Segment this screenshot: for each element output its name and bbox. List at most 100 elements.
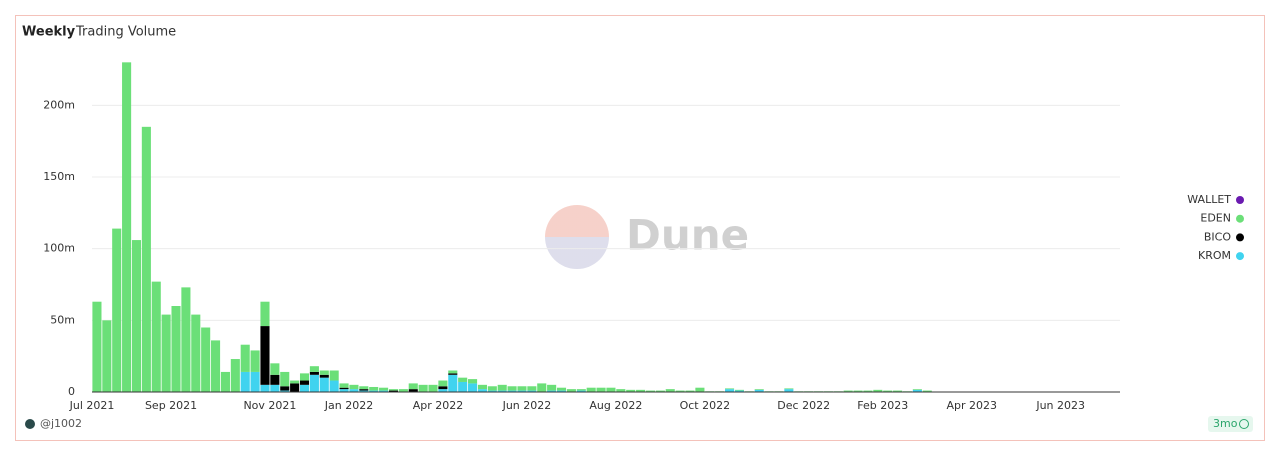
bar-segment xyxy=(330,381,339,392)
legend-label: KROM xyxy=(1198,249,1231,262)
bar-segment xyxy=(290,381,299,384)
bar-segment xyxy=(221,372,230,392)
bar-segment xyxy=(340,383,349,387)
bar-segment xyxy=(508,386,517,390)
bar-segment xyxy=(527,386,536,390)
x-tick-label: Feb 2023 xyxy=(857,399,908,412)
x-tick-label: Jul 2021 xyxy=(69,399,115,412)
bar-segment xyxy=(211,340,220,392)
bar-segment xyxy=(122,62,131,392)
bar-segment xyxy=(112,229,121,392)
bar-segment xyxy=(448,371,457,374)
author: @j1002 xyxy=(40,417,82,430)
bar-segment xyxy=(330,371,339,381)
legend-marker xyxy=(1236,215,1244,223)
x-tick-label: Apr 2023 xyxy=(946,399,997,412)
y-tick-label: 50m xyxy=(50,313,75,326)
bar-segment xyxy=(695,388,704,392)
bar-segment xyxy=(498,385,507,391)
bar-segment xyxy=(606,388,615,392)
x-tick-label: Sep 2021 xyxy=(145,399,197,412)
bar-segment xyxy=(537,383,546,392)
legend-label: WALLET xyxy=(1187,193,1231,206)
bar-segment xyxy=(251,350,260,372)
bar-segment xyxy=(300,373,309,380)
legend-marker xyxy=(1236,252,1244,260)
bar-segment xyxy=(92,302,101,392)
bar-segment xyxy=(310,375,319,392)
watermark-logo xyxy=(545,205,609,269)
bar-segment xyxy=(735,390,744,391)
bar-segment xyxy=(438,381,447,387)
avatar xyxy=(25,419,35,429)
x-tick-label: Oct 2022 xyxy=(680,399,731,412)
bar-segment xyxy=(458,382,467,392)
bar-segment xyxy=(231,359,240,392)
bar-segment xyxy=(260,326,269,385)
bar-segment xyxy=(181,287,190,392)
bar-segment xyxy=(468,379,477,383)
age: 3mo xyxy=(1213,417,1238,430)
bar-segment xyxy=(458,378,467,382)
x-tick-label: Jun 2023 xyxy=(1035,399,1085,412)
bar-segment xyxy=(557,388,566,391)
bar-segment xyxy=(389,389,398,390)
y-tick-label: 100m xyxy=(43,242,75,255)
x-tick-label: Jun 2022 xyxy=(502,399,552,412)
bar-segment xyxy=(340,388,349,389)
bar-segment xyxy=(201,328,210,393)
x-tick-label: Jan 2022 xyxy=(324,399,373,412)
x-tick-label: Aug 2022 xyxy=(589,399,642,412)
bar-segment xyxy=(132,240,141,392)
watermark: Dune xyxy=(626,211,749,260)
bar-segment xyxy=(517,386,526,390)
bar-segment xyxy=(597,388,606,392)
bar-segment xyxy=(419,385,428,392)
bar-segment xyxy=(260,385,269,392)
x-tick-label: Nov 2021 xyxy=(243,399,296,412)
bar-segment xyxy=(310,372,319,375)
bar-segment xyxy=(310,366,319,372)
bar-segment xyxy=(251,372,260,392)
bar-segment xyxy=(260,302,269,326)
bar-segment xyxy=(290,383,299,392)
bar-segment xyxy=(241,372,250,392)
legend-marker xyxy=(1236,233,1244,241)
bar-segment xyxy=(320,371,329,375)
bar-segment xyxy=(142,127,151,392)
bar-segment xyxy=(359,386,368,389)
bar-segment xyxy=(270,375,279,385)
bar-segment xyxy=(280,372,289,386)
bar-segment xyxy=(270,385,279,392)
bar-segment xyxy=(369,387,378,391)
bar-segment xyxy=(270,363,279,374)
bar-segment xyxy=(755,389,764,390)
bar-segment xyxy=(478,385,487,389)
bar-segment xyxy=(300,381,309,385)
bar-segment xyxy=(320,378,329,392)
bar-segment xyxy=(241,345,250,372)
bar-segment xyxy=(102,320,111,392)
legend-marker xyxy=(1236,196,1244,204)
legend-label: BICO xyxy=(1204,230,1231,243)
bar-segment xyxy=(547,385,556,391)
tab-label: Weekly xyxy=(22,25,76,40)
bar-segment xyxy=(913,389,922,390)
y-tick-label: 0 xyxy=(68,385,75,398)
legend-label: EDEN xyxy=(1200,212,1231,225)
bar-segment xyxy=(152,282,161,392)
bar-segment xyxy=(488,386,497,390)
chart-title: Trading Volume xyxy=(75,25,176,40)
bar-segment xyxy=(725,388,734,389)
bar-segment xyxy=(171,306,180,392)
bar-segment xyxy=(162,315,171,392)
bar-segment xyxy=(191,315,200,392)
bar-segment xyxy=(448,375,457,392)
bar-segment xyxy=(438,386,447,389)
bar-segment xyxy=(379,388,388,391)
bar-segment xyxy=(359,389,368,390)
bar-segment xyxy=(409,383,418,389)
y-tick-label: 200m xyxy=(43,98,75,111)
x-tick-label: Dec 2022 xyxy=(777,399,830,412)
